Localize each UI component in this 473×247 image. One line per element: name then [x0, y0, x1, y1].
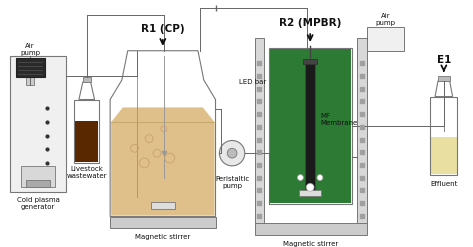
- Bar: [21, 166, 54, 187]
- Text: Air
pump: Air pump: [20, 43, 40, 56]
- Bar: [9, 56, 66, 192]
- Circle shape: [317, 175, 323, 181]
- Text: Magnetic stirrer: Magnetic stirrer: [135, 234, 191, 240]
- Text: E1: E1: [437, 55, 451, 64]
- Text: MF
Membrane: MF Membrane: [320, 113, 357, 126]
- Bar: [270, 49, 351, 203]
- Bar: [431, 137, 456, 174]
- Bar: [26, 77, 34, 85]
- Text: Livestock
wastewater: Livestock wastewater: [67, 166, 107, 179]
- Bar: [430, 97, 457, 175]
- Bar: [75, 121, 98, 162]
- Bar: [74, 100, 99, 163]
- Circle shape: [298, 175, 303, 181]
- Bar: [303, 59, 317, 64]
- Text: R1 (CP): R1 (CP): [141, 24, 184, 34]
- Text: Cold plasma
generator: Cold plasma generator: [17, 197, 60, 210]
- Bar: [16, 58, 45, 77]
- Bar: [438, 76, 450, 81]
- Bar: [357, 38, 367, 224]
- Text: R2 (MPBR): R2 (MPBR): [279, 19, 342, 28]
- Circle shape: [306, 184, 314, 191]
- Polygon shape: [111, 107, 215, 216]
- Bar: [305, 61, 315, 192]
- Bar: [269, 48, 352, 204]
- Text: LED bar: LED bar: [239, 79, 266, 85]
- Bar: [299, 190, 321, 196]
- Bar: [26, 180, 50, 187]
- Bar: [254, 38, 264, 224]
- Bar: [367, 27, 404, 51]
- Bar: [110, 217, 216, 228]
- Text: Magnetic stirrer: Magnetic stirrer: [282, 241, 338, 247]
- Bar: [83, 77, 91, 82]
- Text: Peristaltic
pump: Peristaltic pump: [215, 176, 249, 189]
- Bar: [254, 224, 367, 235]
- Text: Effluent: Effluent: [430, 181, 457, 187]
- Circle shape: [227, 148, 237, 158]
- Bar: [151, 202, 175, 209]
- Circle shape: [219, 141, 245, 166]
- Text: Air
pump: Air pump: [375, 13, 395, 26]
